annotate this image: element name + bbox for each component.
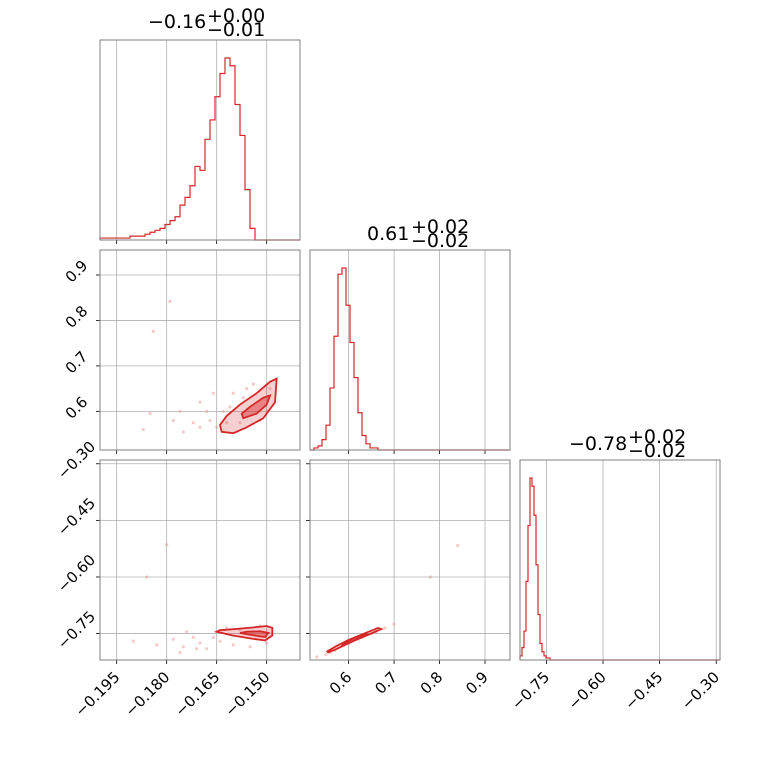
grid-2-2 [546, 460, 717, 664]
sample-point-2-1 [211, 391, 215, 395]
histogram-param-1 [99, 57, 300, 241]
xtick-label-param-3: −0.45 [621, 668, 666, 713]
ytick-label-param-3: −0.75 [54, 607, 99, 652]
sample-point-3-1 [155, 643, 159, 647]
title-param-1: −0.16 [148, 11, 206, 33]
xtick-label-param-3: −0.60 [565, 668, 610, 713]
sample-point-3-1 [181, 645, 185, 649]
histogram-param-3 [519, 477, 720, 661]
sample-point-3-2 [383, 626, 387, 630]
sample-point-3-1 [165, 543, 169, 547]
sample-point-3-2 [324, 652, 328, 656]
contour-inner-3-1 [239, 630, 270, 638]
contour-outer-2-1 [219, 377, 278, 435]
sample-point-2-1 [171, 418, 175, 423]
title-param-3-plus: +0.02 [628, 426, 686, 448]
ytick-label-param-2: 0.6 [62, 393, 92, 423]
sample-point-3-1 [171, 637, 175, 641]
ytick-label-param-3: −0.30 [54, 438, 99, 483]
frame-1-1 [99, 39, 301, 241]
title-param-2: 0.61 [367, 223, 409, 245]
sample-point-3-2 [456, 544, 460, 548]
ytick-label-param-2: 0.8 [62, 302, 92, 332]
sample-point-3-1 [218, 639, 222, 643]
title-param-1-plus: +0.00 [207, 5, 265, 27]
grid-1-1 [348, 250, 486, 454]
frame-3-3 [519, 459, 721, 661]
xtick-label-param-1: −0.195 [72, 668, 124, 720]
ytick-label-param-2: 0.7 [62, 348, 92, 378]
sample-point-2-1 [148, 412, 152, 416]
xtick-label-param-1: −0.165 [172, 668, 224, 720]
xtick-label-param-3: −0.30 [678, 668, 723, 713]
sample-point-2-1 [245, 387, 249, 391]
ytick-label-param-2: 0.9 [62, 257, 92, 287]
sample-point-3-1 [265, 641, 269, 645]
sample-point-2-1 [151, 329, 155, 333]
sample-point-2-1 [191, 421, 195, 425]
sample-point-2-1 [141, 427, 145, 432]
title-param-2-minus: −0.02 [411, 230, 469, 252]
sample-point-2-1 [205, 409, 209, 413]
sample-point-2-1 [251, 382, 255, 386]
sample-point-3-2 [428, 575, 433, 579]
title-param-2-plus: +0.02 [411, 216, 469, 238]
xtick-label-param-2: 0.6 [326, 668, 356, 698]
frame-2-2 [309, 249, 511, 451]
sample-point-3-2 [392, 622, 396, 626]
xtick-label-param-1: −0.150 [222, 668, 274, 720]
sample-point-2-1 [238, 421, 242, 425]
sample-point-3-1 [195, 647, 199, 651]
sample-point-2-1 [215, 425, 219, 429]
panels: 0.60.70.80.9−0.75−0.60−0.45−0.30−0.195−0… [54, 39, 723, 720]
sample-point-2-1 [231, 391, 235, 395]
sample-point-3-1 [131, 639, 135, 643]
xtick-label-param-1: −0.180 [122, 668, 174, 720]
sample-point-2-1 [208, 418, 212, 423]
contour-inner-3-2 [339, 632, 370, 649]
title-param-3: −0.78 [569, 433, 627, 455]
grid-1-0 [96, 250, 300, 454]
sample-point-3-2 [315, 655, 319, 659]
ytick-label-param-3: −0.60 [54, 551, 99, 596]
sample-point-3-1 [145, 575, 149, 579]
grid-0-0 [116, 40, 268, 244]
xtick-label-param-3: −0.75 [508, 668, 553, 713]
sample-point-3-1 [185, 630, 189, 634]
sample-point-2-1 [198, 425, 202, 429]
sample-point-2-1 [168, 299, 172, 303]
histogram-param-2 [310, 267, 510, 451]
xtick-label-param-2: 0.8 [417, 668, 447, 698]
sample-point-2-1 [228, 405, 232, 409]
sample-point-3-1 [191, 635, 195, 639]
sample-point-3-1 [231, 643, 235, 647]
sample-point-3-1 [198, 641, 202, 645]
sample-point-2-1 [268, 387, 272, 391]
xtick-label-param-2: 0.9 [462, 668, 492, 698]
ytick-label-param-3: −0.45 [54, 494, 99, 539]
sample-point-2-1 [178, 409, 182, 413]
sample-point-3-1 [248, 645, 252, 649]
sample-point-3-1 [211, 635, 215, 639]
xtick-label-param-2: 0.7 [371, 668, 401, 698]
frame-3-2 [309, 459, 511, 661]
sample-point-3-1 [205, 647, 209, 651]
contour-inner-2-1 [240, 393, 272, 420]
frame-3-1 [99, 459, 301, 661]
sample-point-3-1 [178, 650, 182, 655]
sample-point-2-1 [198, 400, 202, 404]
sample-point-2-1 [181, 430, 185, 434]
title-param-3-minus: −0.02 [628, 440, 686, 462]
sample-point-2-1 [221, 409, 225, 413]
title-param-1-minus: −0.01 [207, 19, 265, 41]
frame-2-1 [99, 249, 301, 451]
sample-point-2-1 [225, 421, 229, 425]
sample-point-2-1 [241, 396, 245, 400]
grid-2-1 [306, 460, 510, 664]
